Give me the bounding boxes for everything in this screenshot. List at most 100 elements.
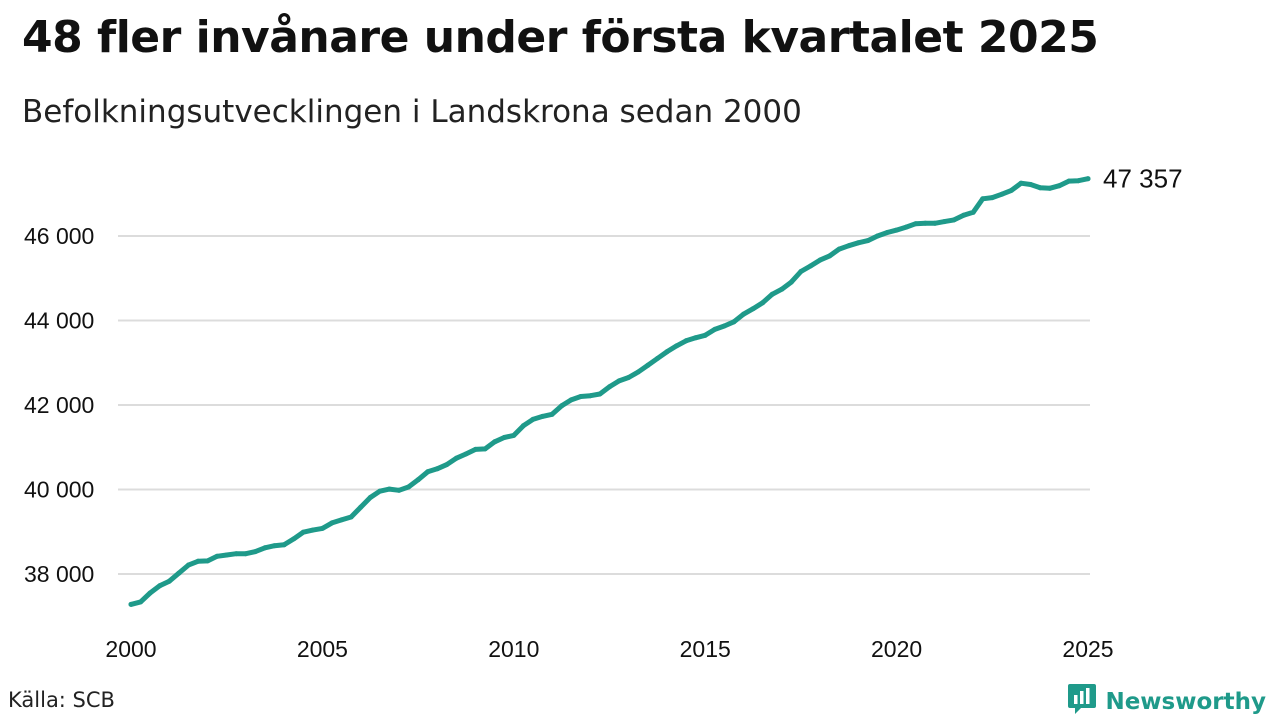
series-line	[128, 176, 1091, 607]
data-point	[788, 279, 794, 285]
data-point	[339, 517, 344, 523]
data-point	[999, 191, 1005, 197]
data-point	[731, 319, 737, 325]
data-point	[970, 209, 976, 215]
source-note: Källa: SCB	[8, 688, 115, 712]
data-point	[329, 520, 335, 526]
data-point	[855, 240, 861, 246]
data-point	[961, 212, 967, 218]
y-tick-label: 44 000	[24, 308, 94, 334]
x-axis-ticks: 2000 2005 2010 2015 2020 2025	[105, 636, 1113, 662]
data-point	[597, 391, 603, 397]
data-point	[1008, 187, 1014, 193]
data-point	[654, 356, 660, 361]
brand-name: Newsworthy	[1105, 688, 1266, 715]
data-point	[262, 545, 268, 551]
x-tick-label: 2025	[1062, 636, 1113, 662]
data-point	[913, 221, 919, 227]
data-point	[319, 525, 325, 531]
data-point	[367, 495, 373, 500]
data-point	[674, 343, 679, 349]
data-point	[501, 435, 507, 440]
data-point	[147, 590, 153, 596]
data-point	[1028, 182, 1034, 187]
data-point	[836, 246, 842, 252]
data-point	[875, 233, 880, 239]
data-point	[224, 552, 230, 558]
end-value-label: 47 357	[1103, 164, 1183, 194]
data-point	[827, 253, 833, 259]
data-point	[214, 553, 220, 559]
data-point	[291, 536, 297, 542]
data-point	[693, 335, 699, 341]
x-tick-label: 2010	[488, 636, 539, 662]
data-point	[310, 527, 316, 533]
y-tick-label: 46 000	[24, 223, 94, 249]
data-point	[434, 466, 440, 472]
data-point	[205, 558, 211, 564]
data-point	[607, 384, 612, 390]
data-point	[166, 578, 172, 584]
data-point	[444, 462, 450, 468]
brand[interactable]: Newsworthy	[1067, 682, 1266, 721]
data-point	[520, 423, 526, 429]
data-point	[894, 227, 900, 233]
x-tick-label: 2015	[680, 636, 731, 662]
data-point	[348, 514, 354, 520]
x-tick-label: 2000	[105, 636, 156, 662]
data-point	[798, 269, 804, 274]
data-point	[951, 217, 957, 223]
data-point	[769, 291, 775, 297]
data-point	[415, 477, 421, 483]
data-point	[195, 558, 201, 564]
data-point	[358, 504, 364, 510]
data-point	[540, 413, 545, 419]
data-point	[1037, 185, 1043, 191]
data-point	[138, 599, 144, 605]
data-point	[252, 549, 258, 555]
data-point	[741, 311, 746, 317]
data-point	[587, 393, 593, 399]
newsworthy-logo-icon	[1067, 682, 1097, 721]
data-point	[559, 403, 565, 409]
data-point	[1018, 180, 1024, 186]
data-point	[406, 484, 411, 490]
data-point	[425, 469, 431, 475]
data-point	[272, 543, 277, 549]
y-tick-label: 42 000	[24, 392, 94, 418]
data-point	[865, 238, 871, 244]
data-point	[683, 338, 689, 344]
data-point	[980, 196, 986, 202]
data-point	[779, 286, 785, 292]
data-point	[846, 243, 852, 249]
data-point	[1047, 185, 1053, 191]
data-point	[721, 323, 727, 329]
data-point	[884, 230, 890, 236]
x-tick-label: 2005	[297, 636, 348, 662]
data-point	[664, 349, 670, 355]
data-point	[1066, 178, 1072, 184]
data-point	[760, 300, 766, 306]
data-point	[176, 570, 182, 576]
data-point	[453, 455, 459, 461]
data-point	[530, 416, 536, 422]
data-point	[702, 332, 708, 338]
data-point	[157, 583, 163, 589]
data-point	[128, 601, 134, 607]
data-point	[511, 432, 517, 438]
data-point	[482, 446, 488, 452]
data-point	[712, 326, 718, 332]
data-point	[578, 394, 584, 399]
data-point	[932, 220, 938, 226]
data-point	[568, 397, 574, 403]
data-point	[922, 220, 928, 226]
y-tick-label: 40 000	[24, 477, 94, 503]
series-layer	[128, 176, 1091, 607]
y-axis-ticks: 38 000 40 000 42 000 44 000 46 000	[24, 223, 94, 587]
data-point	[473, 446, 478, 452]
data-point	[492, 439, 498, 445]
data-point	[626, 375, 632, 380]
data-point	[463, 451, 469, 457]
chart-subtitle: Befolkningsutvecklingen i Landskrona sed…	[22, 94, 802, 130]
